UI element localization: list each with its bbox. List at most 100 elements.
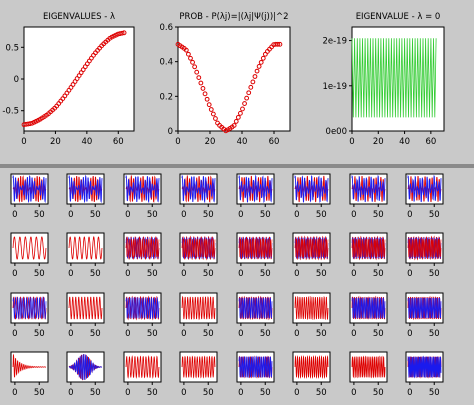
x-tick-label: 0 bbox=[294, 388, 299, 398]
x-tick-label: 20 bbox=[373, 137, 384, 147]
series-line bbox=[351, 38, 437, 118]
plot-lines bbox=[351, 295, 386, 320]
data-point bbox=[198, 80, 204, 86]
data-point bbox=[252, 74, 258, 79]
x-tick-label: 50 bbox=[260, 329, 271, 339]
grid-panel-r2-c4: 0 50 bbox=[179, 232, 218, 279]
plot-lines bbox=[294, 295, 329, 321]
data-point bbox=[248, 84, 254, 90]
x-tick-label: 0 bbox=[125, 210, 130, 220]
data-point bbox=[204, 96, 210, 102]
plot-lines bbox=[407, 235, 442, 261]
x-tick-label: 20 bbox=[50, 137, 61, 147]
grid-panel-r4-c3: 0 50 bbox=[123, 351, 162, 398]
y-tick-label: 0.2 bbox=[159, 92, 173, 102]
plot-lines bbox=[125, 174, 160, 204]
x-tick-label: 50 bbox=[90, 269, 101, 279]
x-tick-label: 0 bbox=[125, 269, 130, 279]
series-line bbox=[294, 175, 329, 203]
series-line bbox=[125, 296, 160, 320]
data-point bbox=[235, 114, 241, 120]
series-line bbox=[351, 238, 386, 258]
series-line bbox=[12, 353, 47, 378]
x-tick-label: 0 bbox=[125, 388, 130, 398]
plot-lines bbox=[407, 355, 442, 379]
grid-panel-r2-c6: 0 50 bbox=[292, 232, 331, 279]
y-tick-label: 0e00 bbox=[326, 127, 347, 137]
x-tick-label: 0 bbox=[238, 210, 243, 220]
x-tick-label: 0 bbox=[68, 210, 73, 220]
x-tick-label: 50 bbox=[203, 329, 214, 339]
x-tick-label: 20 bbox=[205, 137, 216, 147]
grid-panel-r1-c1: 0 50 bbox=[10, 173, 49, 220]
grid-panel-r3-c7: 0 50 bbox=[349, 292, 388, 339]
data-point bbox=[213, 116, 218, 121]
plot-lines bbox=[181, 295, 216, 321]
top-panel-2: PROB - P(λj)=|(λj|Ψ(j))|^2 0 20 40 60 0.6 0.4 0… bbox=[159, 12, 291, 147]
x-tick-label: 50 bbox=[429, 210, 440, 220]
grid-panel-r3-c1: 0 50 bbox=[10, 292, 49, 339]
x-tick-label: 0 bbox=[181, 210, 186, 220]
x-tick-label: 50 bbox=[147, 388, 158, 398]
data-point bbox=[196, 75, 202, 81]
x-tick-label: 50 bbox=[316, 388, 327, 398]
x-tick-label: 0 bbox=[238, 388, 243, 398]
grid-panel-r4-c8: 0 50 bbox=[405, 351, 444, 398]
plot-lines bbox=[125, 355, 160, 379]
x-tick-label: 0 bbox=[12, 210, 17, 220]
data-point bbox=[254, 68, 260, 74]
plot-lines bbox=[351, 235, 386, 261]
data-point bbox=[121, 30, 127, 36]
grid-panel-r4-c6: 0 50 bbox=[292, 351, 331, 398]
data-point bbox=[256, 64, 262, 69]
data-point bbox=[260, 55, 266, 61]
x-tick-label: 0 bbox=[349, 137, 354, 147]
top-panel-3: EIGENVALUE - λ = 0 0 20 40 60 2e-19 1e-19 0e00 bbox=[322, 12, 445, 147]
x-tick-label: 50 bbox=[147, 269, 158, 279]
x-tick-label: 0 bbox=[238, 269, 243, 279]
grid-panel-r1-c7: 0 50 bbox=[349, 173, 388, 220]
y-tick-label: 0 bbox=[14, 75, 19, 85]
x-tick-label: 50 bbox=[316, 269, 327, 279]
series-line bbox=[125, 355, 160, 379]
grid-panel-r2-c8: 0 50 bbox=[405, 232, 444, 279]
x-tick-label: 50 bbox=[373, 388, 384, 398]
series-line bbox=[407, 174, 442, 203]
series-line bbox=[238, 238, 273, 258]
grid-panel-r4-c2: 0 50 bbox=[66, 351, 105, 398]
grid-panel-r3-c2: 0 50 bbox=[66, 292, 105, 339]
series-line bbox=[12, 236, 47, 260]
x-tick-label: 0 bbox=[407, 210, 412, 220]
plot-lines bbox=[125, 236, 160, 260]
series-line bbox=[68, 174, 103, 204]
y-tick-label: 0.6 bbox=[159, 23, 173, 33]
x-tick-label: 0 bbox=[407, 329, 412, 339]
x-tick-label: 0 bbox=[351, 388, 356, 398]
plot-lines bbox=[181, 174, 216, 204]
data-point bbox=[258, 59, 264, 65]
plot-lines bbox=[294, 235, 329, 261]
x-tick-label: 0 bbox=[175, 137, 180, 147]
plot-lines bbox=[12, 296, 47, 320]
grid-panel-r1-c3: 0 50 bbox=[123, 173, 162, 220]
y-tick-label: 0.5 bbox=[5, 43, 19, 53]
grid-panel-r2-c5: 0 50 bbox=[236, 232, 275, 279]
y-tick-label: 2e-19 bbox=[322, 37, 347, 47]
x-tick-label: 0 bbox=[12, 269, 17, 279]
x-tick-label: 60 bbox=[269, 137, 280, 147]
grid-panel-r4-c1: 0 50 bbox=[10, 351, 49, 398]
grid-panel-r4-c4: 0 50 bbox=[179, 351, 218, 398]
x-tick-label: 50 bbox=[373, 210, 384, 220]
series-line bbox=[407, 355, 442, 379]
data-point bbox=[250, 79, 256, 85]
x-tick-label: 50 bbox=[373, 329, 384, 339]
x-tick-label: 50 bbox=[316, 210, 327, 220]
plot-lines bbox=[238, 236, 273, 260]
panel-title: PROB - P(λj)=|(λj|Ψ(j))|^2 bbox=[179, 12, 288, 22]
plot-lines bbox=[68, 174, 103, 204]
grid-panel-r1-c5: 0 50 bbox=[236, 173, 275, 220]
x-tick-label: 50 bbox=[34, 388, 45, 398]
series-line bbox=[12, 174, 47, 204]
plot-lines bbox=[12, 174, 47, 204]
